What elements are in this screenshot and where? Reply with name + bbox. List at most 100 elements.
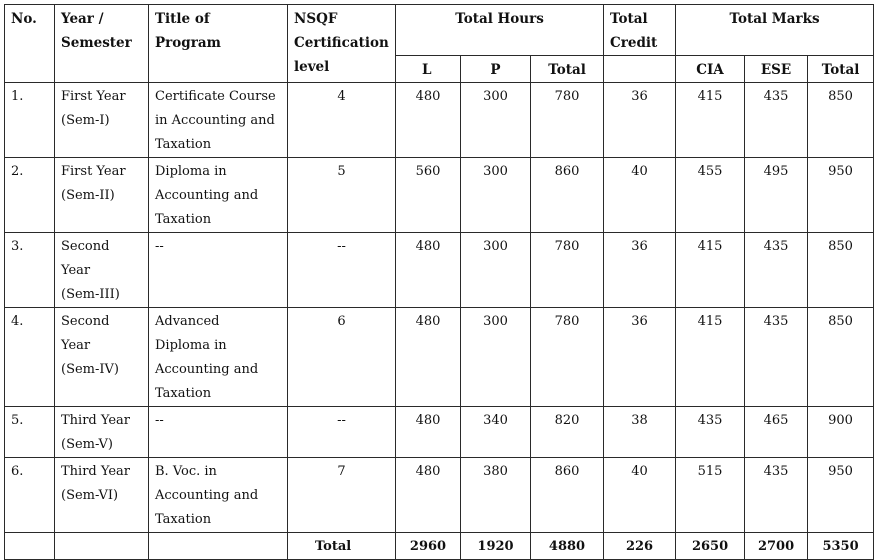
row-hours-l: 480 (395, 82, 461, 158)
table-row: 4. Second Year (Sem-IV) Advanced Diploma in Ac… (4, 307, 874, 407)
row-year-semester: First Year (Sem-I) (54, 82, 149, 158)
row-total-credit: 36 (603, 307, 677, 407)
row-year-semester: Third Year (Sem-V) (54, 406, 149, 458)
row-program-line-3: Accounting and (155, 362, 259, 377)
header-total-marks: Total Marks (675, 4, 874, 56)
row-no: 2. (4, 157, 55, 233)
row-marks-ese: 495 (744, 157, 809, 233)
header-total-marks-label: Total Marks (729, 11, 820, 27)
row-hours-p: 380 (460, 457, 531, 533)
header-year-line1: Year / (61, 11, 104, 27)
row-marks-cia: 415 (675, 82, 746, 158)
row-no: 6. (4, 457, 55, 533)
table-row: 1. First Year (Sem-I) Certificate Course in … (4, 82, 874, 158)
row-program-line-1: -- (155, 413, 164, 428)
row-marks-cia: 455 (675, 157, 746, 233)
row-program-line-2: Accounting and (155, 488, 259, 503)
row-total-credit: 36 (603, 232, 677, 308)
row-program-line-3: Taxation (155, 137, 212, 152)
header-nsqf-line3: level (294, 59, 330, 75)
totals-hours-l: 2960 (395, 532, 461, 560)
row-hours-l: 480 (395, 406, 461, 458)
row-marks-total: 850 (807, 82, 874, 158)
row-hours-l: 560 (395, 157, 461, 233)
row-no: 5. (4, 406, 55, 458)
row-year-line-1: First Year (61, 89, 126, 104)
row-program-title: -- (148, 406, 288, 458)
row-hours-l: 480 (395, 457, 461, 533)
row-year-line-3: (Sem-IV) (61, 362, 119, 377)
header-marks-total-label: Total (821, 62, 860, 78)
header-marks-total: Total (807, 55, 874, 83)
row-nsqf-level: 4 (287, 82, 396, 158)
row-hours-l: 480 (395, 232, 461, 308)
row-year-line-1: Third Year (61, 413, 130, 428)
totals-row: Total 2960 1920 4880 226 2650 2700 5350 (4, 532, 874, 560)
totals-program-empty (148, 532, 288, 560)
row-year-line-1: Second (61, 239, 110, 254)
row-marks-ese: 465 (744, 406, 809, 458)
row-no: 3. (4, 232, 55, 308)
row-hours-total: 780 (529, 307, 605, 407)
header-nsqf-level: NSQF Certification level (287, 4, 396, 83)
header-l: L (395, 55, 461, 83)
header-total-hours-label: Total Hours (455, 11, 544, 27)
row-hours-total: 860 (529, 157, 605, 233)
header-ese: ESE (744, 55, 809, 83)
row-nsqf-level: -- (287, 406, 396, 458)
row-marks-total: 950 (807, 157, 874, 233)
row-program-line-1: B. Voc. in (155, 464, 217, 479)
row-year-semester: Second Year (Sem-III) (54, 232, 149, 308)
row-marks-cia: 515 (675, 457, 746, 533)
row-year-line-2: (Sem-V) (61, 437, 113, 452)
totals-marks-ese: 2700 (744, 532, 809, 560)
row-program-title: B. Voc. in Accounting and Taxation (148, 457, 288, 533)
header-title-line1: Title of (155, 11, 210, 27)
totals-year-empty (54, 532, 149, 560)
header-year-semester: Year / Semester (54, 4, 149, 83)
row-year-line-2: (Sem-VI) (61, 488, 119, 503)
table-row: 5. Third Year (Sem-V) -- -- 480 340 820 38 435 465… (4, 406, 874, 458)
totals-marks-total: 5350 (807, 532, 874, 560)
row-program-line-1: Diploma in (155, 164, 227, 179)
row-marks-cia: 415 (675, 232, 746, 308)
header-credit-line2: Credit (610, 35, 658, 51)
row-marks-total: 850 (807, 307, 874, 407)
row-program-line-3: Taxation (155, 212, 212, 227)
row-total-credit: 38 (603, 406, 677, 458)
row-nsqf-level: -- (287, 232, 396, 308)
header-year-line2: Semester (61, 35, 132, 51)
header-credit-line1: Total (610, 11, 648, 27)
row-year-line-2: Year (61, 263, 91, 278)
row-nsqf-level: 6 (287, 307, 396, 407)
header-hours-total: Total (529, 55, 605, 83)
row-program-line-1: Advanced (155, 314, 220, 329)
row-year-line-2: (Sem-II) (61, 188, 115, 203)
header-p-label: P (490, 62, 501, 78)
totals-hours-p: 1920 (460, 532, 531, 560)
header-title-of-program: Title of Program (148, 4, 288, 83)
header-title-line2: Program (155, 35, 221, 51)
totals-hours-total: 4880 (529, 532, 605, 560)
row-hours-total: 780 (529, 82, 605, 158)
row-total-credit: 36 (603, 82, 677, 158)
row-program-line-2: Accounting and (155, 188, 259, 203)
row-program-title: Advanced Diploma in Accounting and Taxation (148, 307, 288, 407)
row-marks-ese: 435 (744, 307, 809, 407)
row-hours-p: 300 (460, 82, 531, 158)
row-program-title: Diploma in Accounting and Taxation (148, 157, 288, 233)
row-year-semester: First Year (Sem-II) (54, 157, 149, 233)
row-no: 4. (4, 307, 55, 407)
header-credit-empty (603, 55, 677, 83)
header-total-credit: Total Credit (603, 4, 677, 56)
row-year-line-1: Second (61, 314, 110, 329)
header-l-label: L (422, 62, 432, 78)
row-year-line-1: Third Year (61, 464, 130, 479)
header-row-1: No. Year / Semester Title of Program NSQ… (4, 4, 874, 83)
totals-label: Total (287, 532, 396, 560)
header-ese-label: ESE (760, 62, 792, 78)
row-year-line-2: Year (61, 338, 91, 353)
row-year-line-1: First Year (61, 164, 126, 179)
row-year-semester: Third Year (Sem-VI) (54, 457, 149, 533)
row-marks-ese: 435 (744, 82, 809, 158)
